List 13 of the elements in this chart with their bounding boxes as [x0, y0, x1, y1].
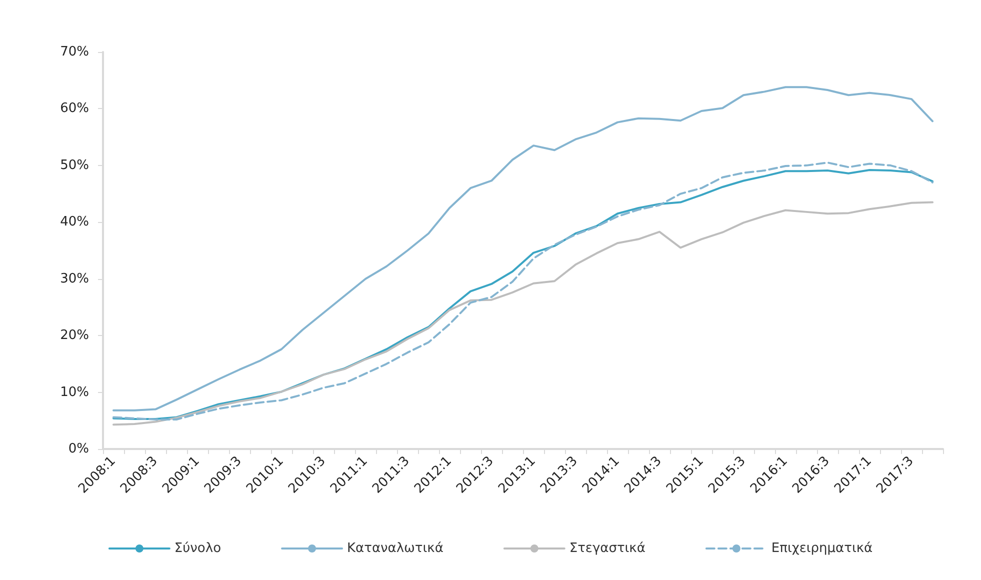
- y-tick-label: 0%: [68, 442, 89, 456]
- y-tick-label: 30%: [60, 271, 89, 286]
- y-tick-label: 10%: [60, 384, 89, 400]
- legend-label: Σύνολο: [174, 541, 222, 556]
- legend-label: Καταναλωτικά: [347, 541, 444, 556]
- legend-label: Επιχειρηματικά: [771, 541, 873, 556]
- legend-label: Στεγαστικά: [569, 541, 646, 556]
- line-series: [112, 86, 934, 412]
- y-tick-label: 40%: [60, 214, 89, 230]
- y-tick-label: 60%: [60, 101, 89, 116]
- y-tick-label: 50%: [60, 158, 89, 173]
- y-tick-label: 20%: [60, 328, 89, 344]
- y-tick-label: 70%: [60, 44, 89, 60]
